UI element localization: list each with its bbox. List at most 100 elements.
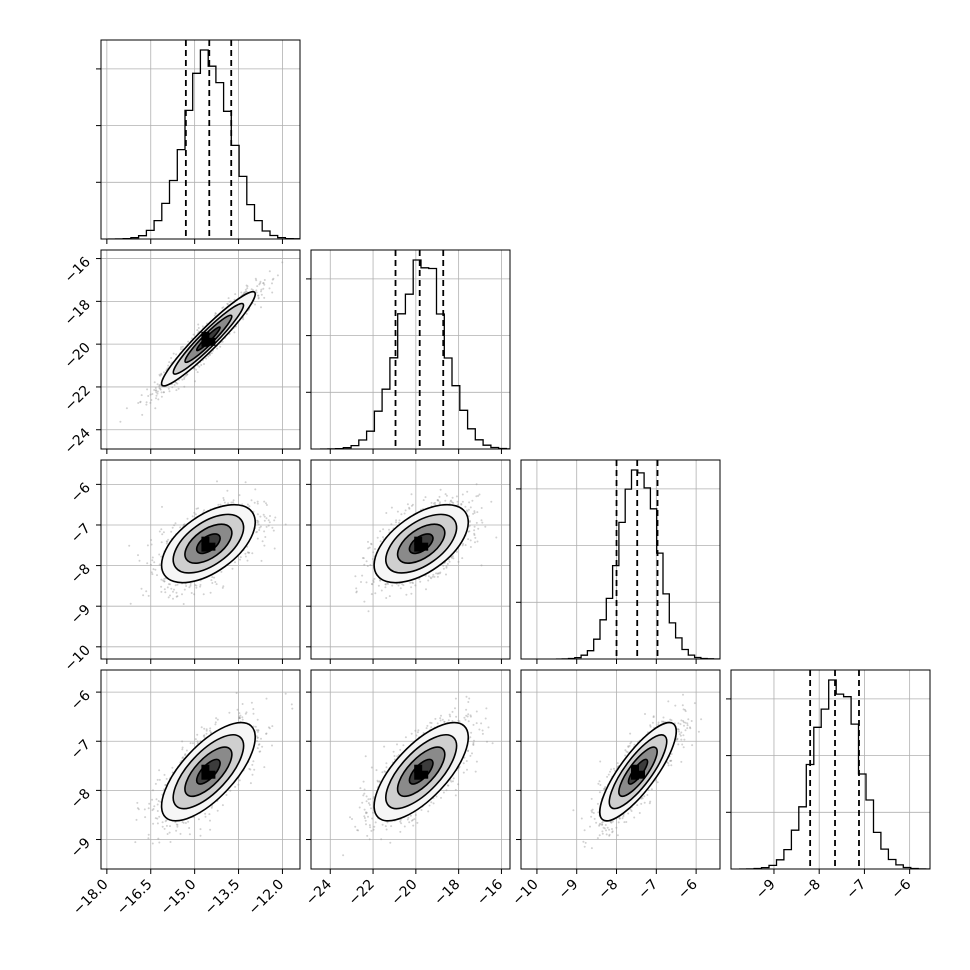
scatter-point: [159, 374, 162, 377]
scatter-point: [439, 488, 442, 491]
scatter-point: [186, 517, 189, 520]
scatter-point: [244, 555, 247, 558]
scatter-point: [202, 593, 205, 596]
scatter-point: [397, 584, 400, 587]
scatter-point: [160, 373, 163, 376]
scatter-point: [199, 585, 202, 588]
scatter-point: [182, 756, 185, 759]
scatter-point: [408, 507, 411, 510]
scatter-point: [156, 817, 159, 820]
density-peak: [414, 543, 423, 552]
scatter-point: [255, 531, 258, 534]
scatter-point: [418, 577, 421, 580]
scatter-point: [370, 593, 373, 596]
scatter-point: [262, 287, 265, 290]
scatter-point: [205, 357, 208, 360]
scatter-point: [468, 524, 471, 527]
scatter-point: [355, 591, 358, 594]
scatter-point: [252, 712, 255, 715]
scatter-point: [238, 716, 241, 719]
scatter-point: [183, 377, 186, 380]
scatter-point: [473, 529, 476, 532]
scatter-point: [165, 540, 168, 543]
scatter-point: [388, 595, 391, 598]
scatter-point: [251, 552, 254, 555]
scatter-point: [473, 532, 476, 535]
scatter-point: [468, 520, 471, 523]
scatter-point: [214, 312, 217, 315]
scatter-point: [210, 579, 213, 582]
scatter-point: [264, 536, 267, 538]
scatter-point: [176, 382, 179, 385]
scatter-point: [425, 588, 427, 591]
scatter-point: [255, 289, 258, 292]
scatter-point: [203, 363, 205, 365]
scatter-point: [291, 707, 294, 710]
scatter-point: [427, 579, 430, 582]
scatter-point: [373, 577, 376, 580]
scatter-point: [456, 500, 459, 503]
scatter-point: [480, 519, 483, 522]
scatter-point: [260, 293, 263, 296]
scatter-point: [446, 563, 449, 565]
scatter-point: [166, 540, 169, 543]
scatter-point: [284, 523, 287, 526]
scatter-point: [469, 506, 472, 509]
scatter-point: [158, 384, 161, 387]
scatter-point: [233, 331, 236, 334]
scatter-point: [176, 595, 179, 598]
scatter-point: [197, 323, 200, 326]
scatter-point: [456, 503, 459, 506]
scatter-point: [156, 390, 159, 393]
scatter-point: [272, 529, 275, 532]
scatter-point: [233, 298, 236, 301]
scatter-point: [167, 583, 170, 586]
scatter-point: [265, 697, 268, 700]
scatter-point: [471, 499, 474, 502]
scatter-point: [181, 821, 184, 823]
scatter-point: [165, 777, 168, 780]
scatter-point: [181, 757, 184, 759]
scatter-point: [260, 559, 263, 562]
density-peak: [207, 542, 216, 551]
scatter-point: [355, 590, 358, 593]
scatter-point: [460, 502, 463, 505]
scatter-point: [154, 389, 157, 392]
scatter-point: [409, 581, 412, 584]
scatter-point: [461, 557, 464, 560]
scatter-point: [244, 481, 247, 484]
scatter-point: [380, 589, 383, 592]
scatter-point: [239, 556, 242, 559]
scatter-point: [209, 828, 212, 831]
scatter-point: [207, 355, 210, 358]
scatter-point: [450, 556, 453, 559]
scatter-point: [246, 551, 249, 554]
scatter-point: [410, 504, 413, 507]
scatter-point: [198, 365, 201, 368]
scatter-point: [156, 778, 159, 781]
scatter-point: [183, 523, 186, 526]
scatter-point: [464, 544, 467, 547]
scatter-point: [238, 717, 241, 720]
scatter-point: [213, 576, 216, 579]
scatter-point: [433, 575, 436, 578]
scatter-point: [466, 510, 469, 513]
scatter-point: [448, 560, 451, 563]
panel-1-0: [100, 249, 301, 450]
scatter-point: [461, 544, 464, 547]
scatter-point: [153, 805, 156, 808]
scatter-point: [211, 582, 214, 584]
scatter-point: [149, 563, 152, 566]
scatter-point: [435, 572, 438, 575]
scatter-point: [430, 501, 433, 504]
scatter-point: [436, 575, 439, 578]
scatter-point: [442, 564, 445, 567]
scatter-point: [165, 542, 168, 545]
scatter-point: [205, 732, 208, 735]
scatter-point: [382, 528, 385, 531]
scatter-point: [410, 592, 413, 595]
scatter-point: [431, 575, 434, 578]
scatter-point: [256, 521, 259, 524]
scatter-point: [158, 769, 161, 772]
scatter-point: [368, 546, 371, 549]
